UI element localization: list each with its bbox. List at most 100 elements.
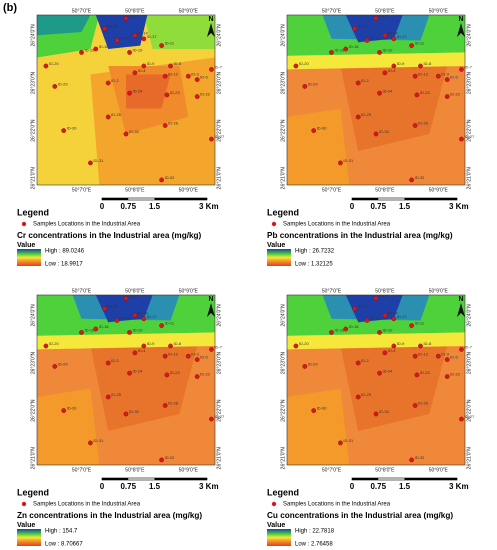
sample-point xyxy=(373,411,379,417)
panel: 50°7'0"E 50°7'0"E 50°8'0"E 50°8'0"E 50°9'0"E… xyxy=(267,288,475,548)
sample-point xyxy=(418,343,423,349)
north-label: N xyxy=(208,296,213,303)
map-zone xyxy=(340,66,448,151)
sample-label: ID-14 xyxy=(388,30,399,35)
sample-point xyxy=(377,50,382,55)
y-coord-label: 26°23'0"N xyxy=(30,351,36,374)
map-zone xyxy=(90,346,198,431)
sample-point xyxy=(168,343,173,349)
sample-point xyxy=(355,360,361,366)
scale-bar xyxy=(102,478,129,480)
sample-point xyxy=(382,313,388,318)
sample-label: ID-14 xyxy=(138,310,149,315)
sample-label: ID-16 xyxy=(379,13,390,18)
legend-sample-icon xyxy=(21,221,27,227)
sample-point xyxy=(302,364,308,369)
sample-label: ID-27 xyxy=(214,414,225,419)
sample-point xyxy=(162,123,168,128)
sample-point xyxy=(61,408,67,413)
sample-point xyxy=(127,90,132,96)
sample-label: ID-10 xyxy=(133,327,144,332)
sample-point xyxy=(414,372,420,378)
sample-point xyxy=(209,136,214,142)
sample-point xyxy=(391,36,397,42)
sample-label: ID-33 xyxy=(129,129,140,134)
sample-label: ID-33 xyxy=(379,409,390,414)
map-zone xyxy=(345,15,403,43)
sample-label: ID-12 xyxy=(168,71,179,76)
low-label: Low : 8.70667 xyxy=(45,542,83,548)
sample-label: ID-9 xyxy=(147,341,155,346)
sample-point xyxy=(162,73,168,79)
north-label: N xyxy=(458,296,463,303)
high-label: High : 154.7 xyxy=(45,529,78,535)
sample-point xyxy=(311,408,317,413)
sample-label: ID-17 xyxy=(147,314,158,319)
sample-label: ID-13 xyxy=(370,316,381,321)
sample-point xyxy=(391,316,397,322)
sample-label: ID-20 xyxy=(49,341,60,346)
sample-label: ID-13 xyxy=(120,316,131,321)
x-coord-label: 50°9'0"E xyxy=(179,187,199,193)
sample-label: ID-19 xyxy=(335,47,346,52)
x-coord-label: 50°9'0"E xyxy=(429,8,449,14)
sample-point xyxy=(194,357,200,362)
high-label: High : 26.7232 xyxy=(295,249,335,255)
sample-point xyxy=(373,131,379,137)
sample-label: ID-4 xyxy=(138,68,146,73)
sample-point xyxy=(79,50,84,55)
sample-point xyxy=(43,343,49,349)
y-coord-label: 26°21'0"N xyxy=(280,447,286,470)
north-label: N xyxy=(208,16,213,23)
y-coord-label: 26°24'0"N xyxy=(30,304,36,327)
scale-label: 1.5 xyxy=(399,482,411,491)
sample-point xyxy=(79,330,84,335)
sample-point xyxy=(194,77,200,82)
sample-point xyxy=(377,90,382,96)
sample-label: ID-4 xyxy=(388,348,396,353)
sample-label: ID-26 xyxy=(418,401,429,406)
map-zone xyxy=(126,74,171,109)
sample-label: ID-5 xyxy=(450,75,458,80)
sample-point xyxy=(293,63,299,69)
sample-point xyxy=(329,50,334,55)
x-coord-label: 50°8'0"E xyxy=(125,187,145,193)
sample-label: ID-8 xyxy=(174,341,182,346)
sample-point xyxy=(364,38,370,43)
y-coord-label: 26°22'0"N xyxy=(280,119,286,142)
sample-label: ID-29 xyxy=(308,361,319,366)
value-label: Value xyxy=(17,242,35,249)
scale-label: 1.5 xyxy=(149,482,161,491)
sample-point xyxy=(88,160,93,166)
scale-bar xyxy=(404,478,457,480)
sample-label: ID-15 xyxy=(358,304,369,309)
sample-label: ID-27 xyxy=(464,134,475,139)
sample-label: ID-8 xyxy=(174,61,182,66)
sample-label: ID-18 xyxy=(349,44,360,49)
north-arrow xyxy=(207,23,215,37)
legend-sample-label: Samples Locations in the Industrial Area xyxy=(283,222,391,228)
sample-point xyxy=(141,63,147,69)
sample-point xyxy=(88,440,93,446)
sample-label: ID-25 xyxy=(111,112,122,117)
sample-label: ID-19 xyxy=(85,327,96,332)
north-arrow xyxy=(457,23,465,37)
legend-sample-label: Samples Locations in the Industrial Area xyxy=(33,222,141,228)
sample-label: ID-19 xyxy=(335,327,346,332)
sample-label: ID-20 xyxy=(299,61,310,66)
sample-point xyxy=(162,403,168,408)
sample-point xyxy=(209,67,214,72)
y-coord-label: 26°23'0"N xyxy=(280,71,286,94)
map-zone xyxy=(95,15,148,49)
sample-point xyxy=(127,330,132,335)
y-coord-label: 26°23'0"N xyxy=(30,71,36,94)
x-coord-label: 50°9'0"E xyxy=(179,8,199,14)
sample-label: ID-32 xyxy=(415,455,426,460)
x-coord-label: 50°7'0"E xyxy=(72,467,92,473)
y-coord-label: 26°22'0"N xyxy=(216,399,222,422)
sample-point xyxy=(164,92,170,98)
sample-label: ID-31 xyxy=(93,438,104,443)
sample-label: ID-24 xyxy=(133,368,144,373)
sample-point xyxy=(338,160,343,166)
